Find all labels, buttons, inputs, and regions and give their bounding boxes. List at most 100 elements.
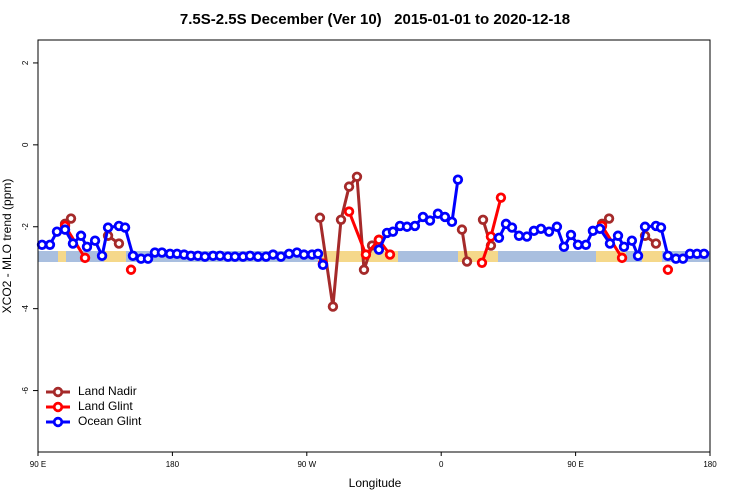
- data-point: [535, 223, 547, 234]
- data-point: [314, 212, 326, 223]
- plot-frame: [37, 39, 711, 453]
- data-point: [650, 238, 662, 249]
- data-point: [603, 213, 615, 224]
- data-point: [632, 250, 644, 262]
- data-point: [51, 226, 63, 237]
- data-point: [229, 251, 241, 262]
- data-point: [65, 213, 77, 224]
- data-point: [343, 206, 355, 217]
- legend-marker: [52, 416, 64, 428]
- data-point: [96, 250, 108, 262]
- data-point: [558, 241, 570, 253]
- data-point: [119, 222, 131, 233]
- data-point: [543, 226, 555, 237]
- plot-area: [36, 171, 710, 312]
- data-point: [127, 250, 139, 262]
- y-tick-label: -6: [21, 386, 30, 394]
- data-point: [485, 231, 497, 242]
- data-point: [312, 248, 324, 259]
- data-point: [384, 249, 396, 260]
- x-tick-label: 180: [703, 460, 717, 469]
- land-band: [642, 251, 662, 262]
- data-point: [298, 249, 310, 260]
- data-point: [461, 256, 473, 267]
- land-band: [596, 251, 626, 262]
- data-point: [452, 174, 464, 185]
- data-point: [495, 192, 507, 203]
- data-point: [102, 222, 114, 233]
- legend-marker: [52, 386, 64, 398]
- data-point: [214, 250, 226, 262]
- data-point: [618, 241, 630, 253]
- data-point: [335, 214, 347, 225]
- chart-title: 7.5S-2.5S December (Ver 10) 2015-01-01 t…: [180, 11, 570, 28]
- data-point: [275, 251, 287, 262]
- data-point: [351, 171, 363, 182]
- data-point: [424, 215, 436, 226]
- land-band: [458, 251, 498, 262]
- data-point: [360, 249, 372, 260]
- data-point: [387, 226, 399, 237]
- data-point: [244, 250, 256, 262]
- data-point: [142, 253, 154, 264]
- legend-label: Ocean Glint: [78, 414, 142, 428]
- data-point: [113, 238, 125, 249]
- land-band: [318, 251, 398, 262]
- land-band: [104, 251, 126, 262]
- data-point: [67, 238, 79, 249]
- data-point: [493, 232, 505, 244]
- data-point: [639, 221, 651, 232]
- data-point: [662, 264, 674, 275]
- data-point: [373, 244, 385, 255]
- x-tick-label: 90 E: [567, 460, 583, 469]
- data-point: [456, 224, 468, 235]
- data-point: [580, 239, 592, 250]
- data-point: [401, 221, 413, 232]
- y-tick-label: 2: [21, 60, 30, 65]
- data-point: [604, 238, 616, 249]
- data-point: [655, 222, 667, 233]
- data-point: [513, 230, 525, 241]
- land-band: [58, 251, 66, 262]
- data-point: [439, 211, 451, 223]
- data-point: [156, 247, 168, 258]
- data-point: [446, 216, 458, 228]
- data-point: [612, 230, 624, 241]
- data-point: [79, 252, 91, 264]
- data-point: [626, 235, 638, 246]
- legend-label: Land Nadir: [78, 384, 137, 398]
- data-point: [677, 253, 689, 264]
- x-tick-label: 90 E: [30, 460, 46, 469]
- data-point: [59, 224, 71, 235]
- data-point: [662, 250, 674, 262]
- data-point: [75, 230, 87, 241]
- data-point: [565, 229, 577, 241]
- data-point: [477, 214, 489, 225]
- data-point: [476, 257, 488, 268]
- data-point: [44, 239, 56, 250]
- x-tick-label: 180: [166, 460, 180, 469]
- data-point: [698, 248, 710, 259]
- data-point: [267, 249, 279, 260]
- data-point: [594, 223, 606, 234]
- data-point: [89, 235, 101, 246]
- legend-label: Land Glint: [78, 399, 133, 413]
- data-point: [551, 221, 563, 232]
- y-tick-label: 0: [21, 142, 30, 147]
- legend-marker: [52, 401, 64, 413]
- data-point: [616, 252, 628, 264]
- data-point: [409, 220, 421, 232]
- data-point: [317, 259, 329, 271]
- data-point: [283, 248, 295, 259]
- x-axis-label: Longitude: [349, 476, 402, 490]
- data-point: [327, 301, 339, 312]
- data-point: [358, 264, 370, 275]
- data-point: [36, 239, 48, 250]
- data-point: [81, 241, 93, 253]
- data-point: [125, 264, 137, 275]
- data-point: [343, 181, 355, 192]
- x-tick-label: 0: [439, 460, 444, 469]
- y-tick-label: -4: [21, 305, 30, 313]
